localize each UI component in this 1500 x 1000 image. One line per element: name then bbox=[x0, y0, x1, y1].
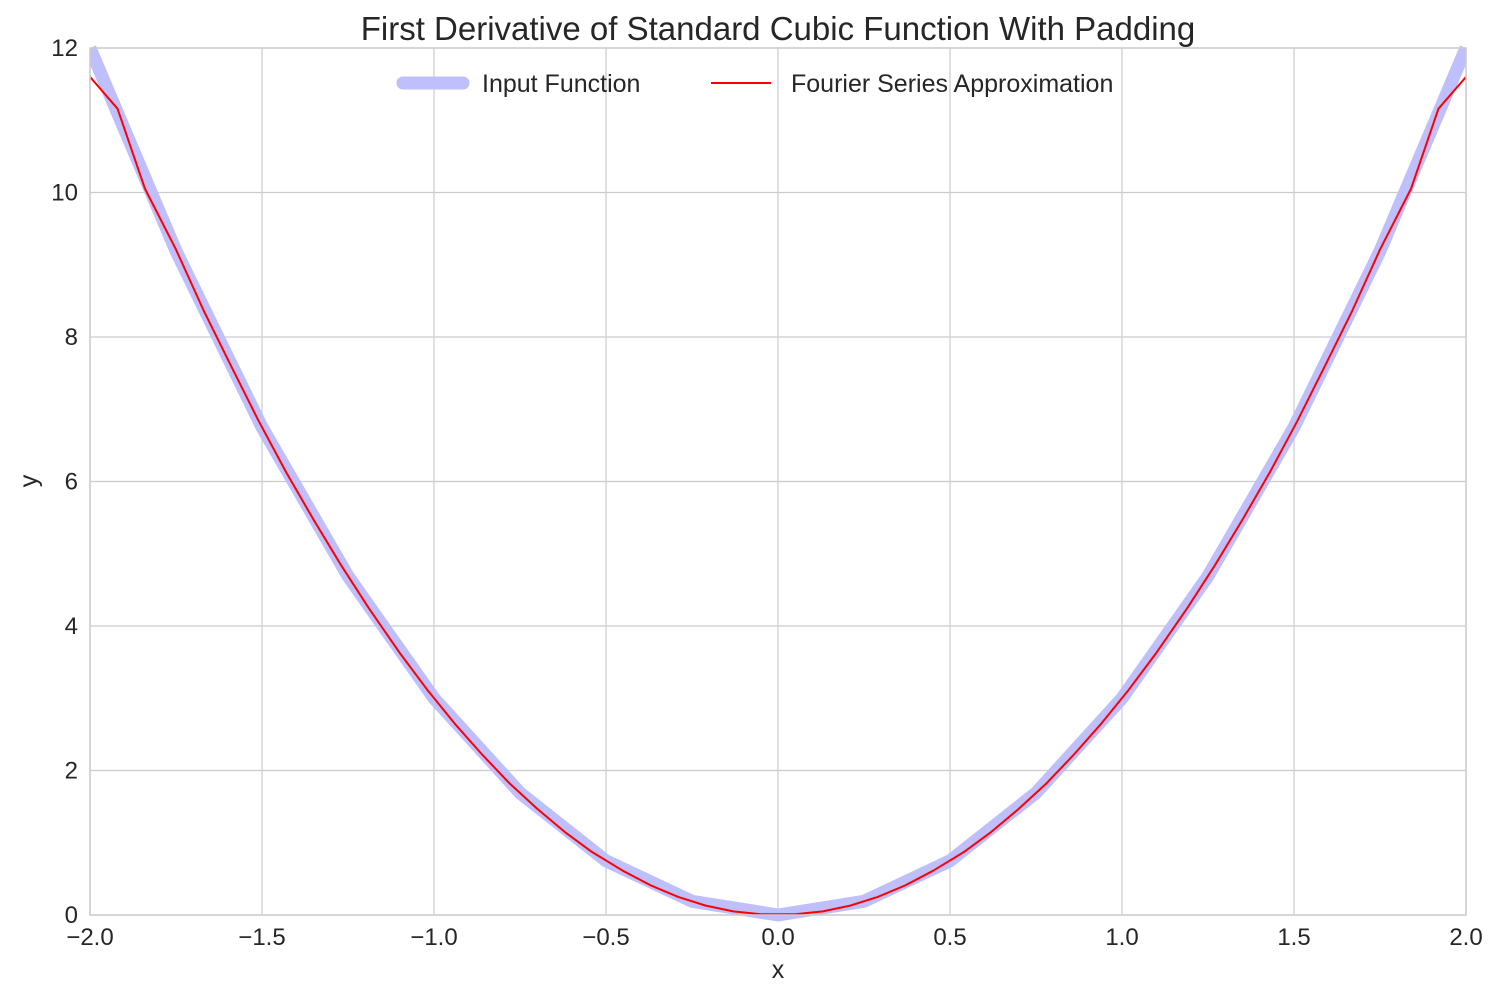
x-tick-label: 0.0 bbox=[761, 924, 794, 951]
x-axis-label: x bbox=[772, 956, 785, 984]
x-tick-label: 2.0 bbox=[1449, 924, 1482, 951]
y-tick-label: 2 bbox=[65, 758, 78, 785]
legend: Input Function Fourier Series Approximat… bbox=[396, 70, 1113, 98]
x-tick-label: −2.0 bbox=[66, 924, 113, 951]
y-tick-label: 8 bbox=[65, 324, 78, 351]
y-tick-label: 0 bbox=[65, 902, 78, 929]
y-axis-label: y bbox=[15, 474, 43, 487]
y-axis-ticks: 0 2 4 6 8 10 12 bbox=[51, 35, 78, 929]
y-tick-label: 12 bbox=[51, 35, 78, 62]
x-tick-label: −1.5 bbox=[238, 924, 285, 951]
x-axis-ticks: −2.0 −1.5 −1.0 −0.5 0.0 0.5 1.0 1.5 2.0 bbox=[66, 924, 1482, 951]
y-tick-label: 6 bbox=[65, 469, 78, 496]
x-tick-label: 1.0 bbox=[1105, 924, 1138, 951]
y-tick-label: 4 bbox=[65, 613, 78, 640]
y-tick-label: 10 bbox=[51, 180, 78, 207]
legend-label-fourier-series: Fourier Series Approximation bbox=[791, 70, 1113, 98]
x-tick-label: −1.0 bbox=[410, 924, 457, 951]
x-tick-label: 0.5 bbox=[933, 924, 966, 951]
plot-frame bbox=[89, 47, 1467, 916]
x-tick-label: 1.5 bbox=[1277, 924, 1310, 951]
chart-title: First Derivative of Standard Cubic Funct… bbox=[361, 10, 1196, 47]
x-tick-label: −0.5 bbox=[582, 924, 629, 951]
legend-label-input-function: Input Function bbox=[482, 70, 640, 98]
